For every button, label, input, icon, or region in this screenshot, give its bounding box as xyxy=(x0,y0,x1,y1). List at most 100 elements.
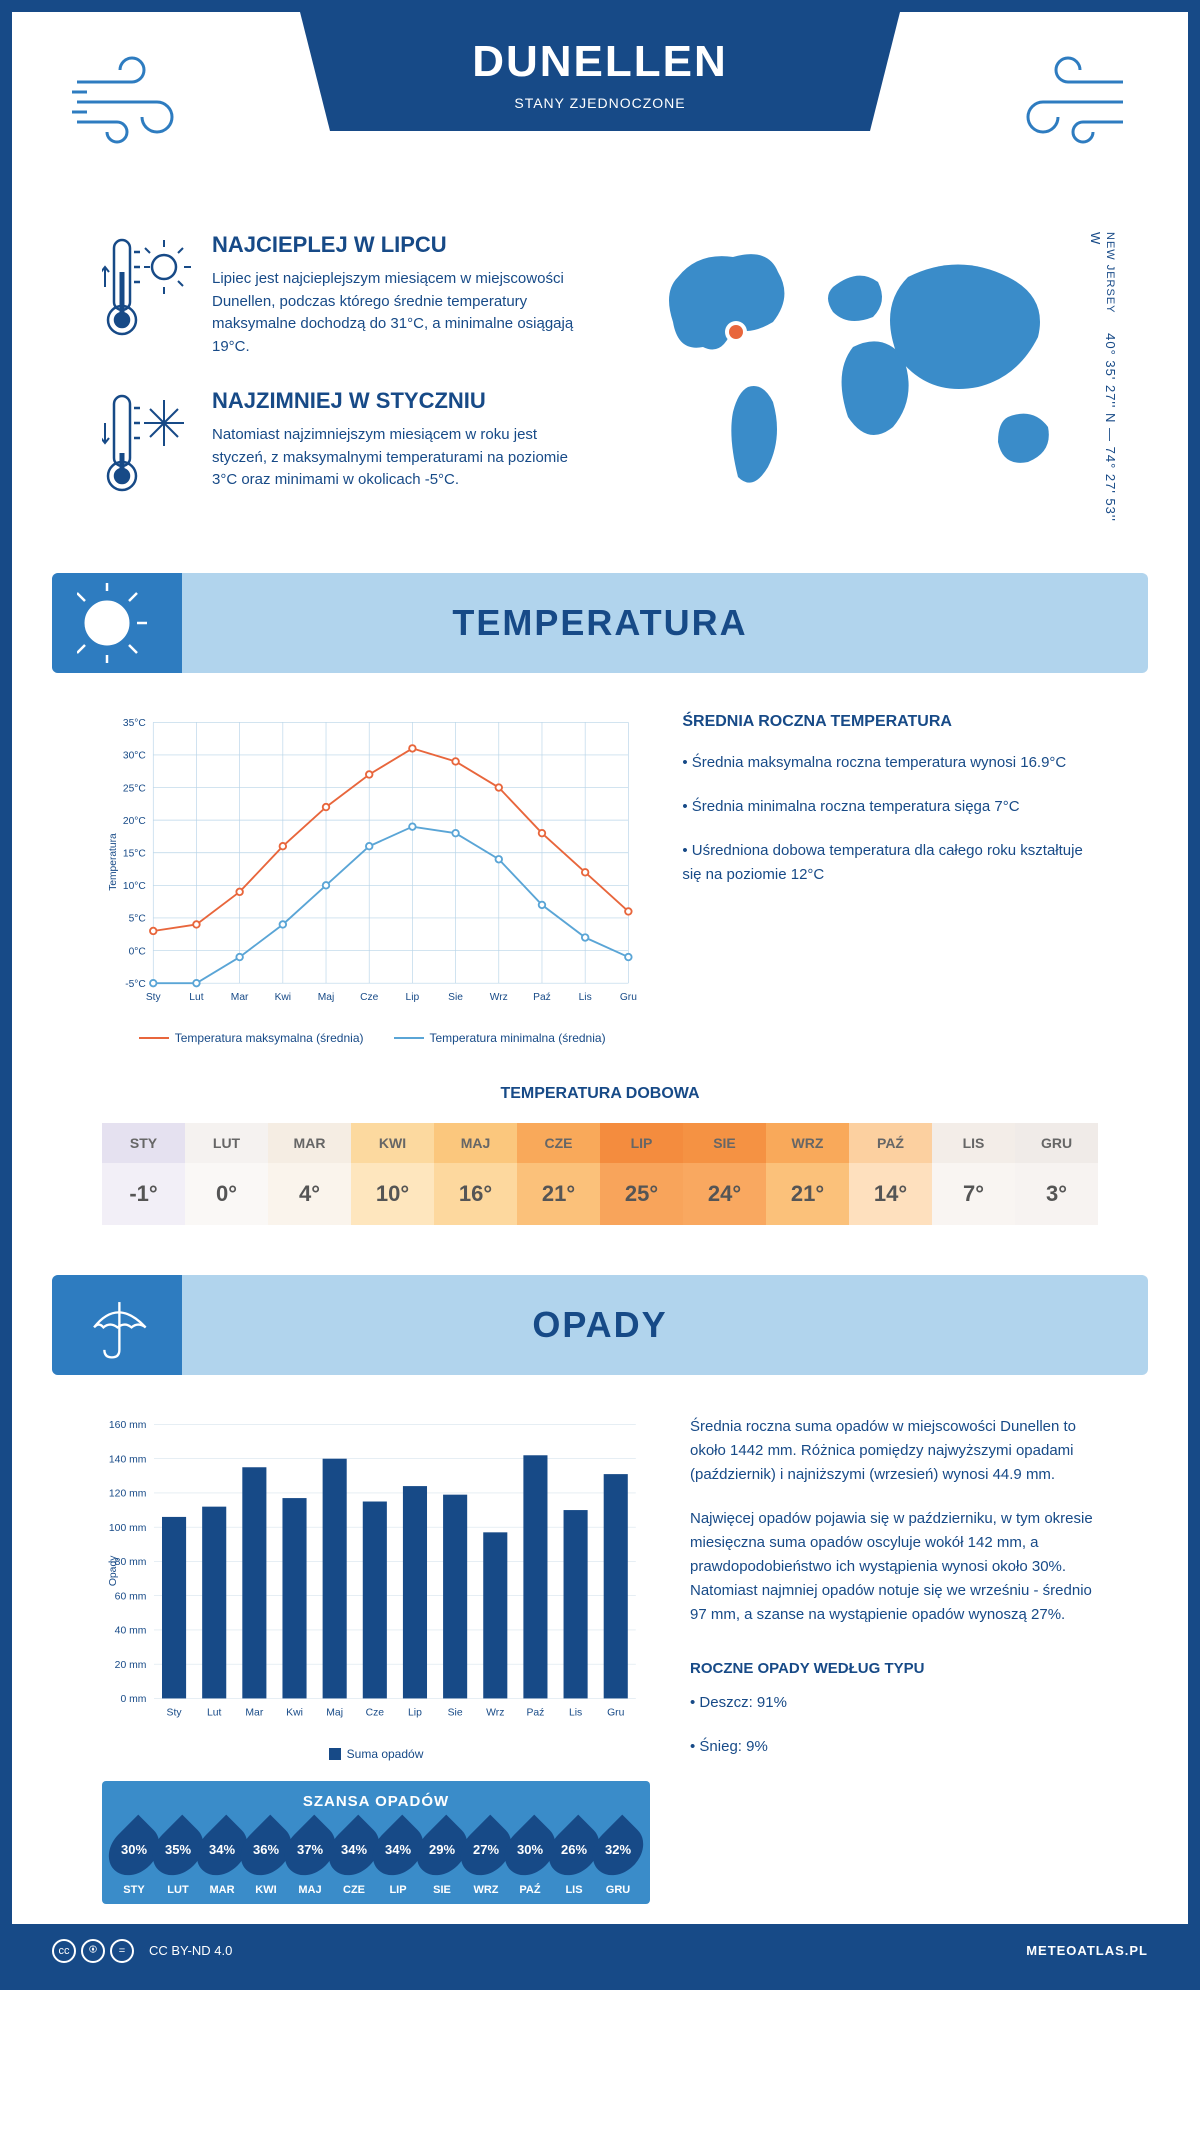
temp-cell-month: KWI xyxy=(351,1123,434,1163)
temp-cell-value: 16° xyxy=(434,1163,517,1225)
infographic-page: DUNELLEN STANY ZJEDNOCZONE xyxy=(0,0,1200,1990)
temp-cell-month: MAR xyxy=(268,1123,351,1163)
chance-value: 27% xyxy=(464,1842,508,1857)
svg-text:80 mm: 80 mm xyxy=(115,1557,147,1568)
temp-cell-value: 10° xyxy=(351,1163,434,1225)
chance-drop: 26%LIS xyxy=(552,1822,596,1896)
daily-temperature: TEMPERATURA DOBOWA STY-1°LUT0°MAR4°KWI10… xyxy=(12,1085,1188,1275)
svg-text:Lut: Lut xyxy=(207,1708,222,1719)
chance-month: SIE xyxy=(420,1884,464,1896)
svg-text:Wrz: Wrz xyxy=(486,1708,504,1719)
svg-text:Cze: Cze xyxy=(360,992,379,1003)
svg-text:Kwi: Kwi xyxy=(275,992,292,1003)
thermometer-hot-icon xyxy=(102,232,192,342)
map-column: NEW JERSEY 40° 35' 27'' N — 74° 27' 53''… xyxy=(618,232,1098,533)
chance-drop: 35%LUT xyxy=(156,1822,200,1896)
chance-month: STY xyxy=(112,1884,156,1896)
title-banner: DUNELLEN STANY ZJEDNOCZONE xyxy=(300,12,900,131)
warmest-text: Lipiec jest najcieplejszym miesiącem w m… xyxy=(212,268,578,358)
temp-cell: LIP25° xyxy=(600,1123,683,1225)
temp-chart-legend: Temperatura maksymalna (średnia) Tempera… xyxy=(102,1031,642,1045)
temp-cell: STY-1° xyxy=(102,1123,185,1225)
chance-value: 29% xyxy=(420,1842,464,1857)
svg-text:Mar: Mar xyxy=(245,1708,263,1719)
svg-text:Lip: Lip xyxy=(406,992,420,1003)
temp-cell-month: MAJ xyxy=(434,1123,517,1163)
temp-cell: CZE21° xyxy=(517,1123,600,1225)
temp-cell-month: STY xyxy=(102,1123,185,1163)
temp-cell-month: PAŹ xyxy=(849,1123,932,1163)
svg-text:120 mm: 120 mm xyxy=(109,1489,146,1500)
state-name: NEW JERSEY xyxy=(1104,232,1116,314)
precipitation-left: 0 mm20 mm40 mm60 mm80 mm100 mm120 mm140 … xyxy=(102,1415,650,1904)
chance-value: 34% xyxy=(376,1842,420,1857)
chance-drop: 37%MAJ xyxy=(288,1822,332,1896)
precip-type-title: ROCZNE OPADY WEDŁUG TYPU xyxy=(690,1657,1098,1681)
svg-text:40 mm: 40 mm xyxy=(115,1626,147,1637)
temp-cell-value: 14° xyxy=(849,1163,932,1225)
temp-cell-month: WRZ xyxy=(766,1123,849,1163)
thermometer-cold-icon xyxy=(102,388,192,498)
site-name: METEOATLAS.PL xyxy=(1026,1943,1148,1958)
temp-cell: GRU3° xyxy=(1015,1123,1098,1225)
precipitation-title: OPADY xyxy=(532,1304,667,1346)
chance-month: MAR xyxy=(200,1884,244,1896)
coldest-title: NAJZIMNIEJ W STYCZNIU xyxy=(212,388,578,414)
svg-text:Mar: Mar xyxy=(231,992,249,1003)
svg-text:Temperatura: Temperatura xyxy=(108,833,119,891)
temperature-section-header: TEMPERATURA xyxy=(52,573,1148,673)
svg-text:Kwi: Kwi xyxy=(286,1708,303,1719)
temp-bullet: • Średnia maksymalna roczna temperatura … xyxy=(682,751,1098,775)
svg-text:20°C: 20°C xyxy=(123,816,146,827)
svg-text:Paź: Paź xyxy=(533,992,551,1003)
svg-text:Paź: Paź xyxy=(526,1708,544,1719)
footer: cc 🅯 = CC BY-ND 4.0 METEOATLAS.PL xyxy=(12,1924,1188,1978)
chance-month: CZE xyxy=(332,1884,376,1896)
svg-text:140 mm: 140 mm xyxy=(109,1455,146,1466)
intro-section: NAJCIEPLEJ W LIPCU Lipiec jest najcieple… xyxy=(12,212,1188,573)
svg-text:0°C: 0°C xyxy=(129,946,146,957)
temp-cell-value: 21° xyxy=(766,1163,849,1225)
chance-value: 34% xyxy=(200,1842,244,1857)
temp-cell: LUT0° xyxy=(185,1123,268,1225)
precipitation-section-header: OPADY xyxy=(52,1275,1148,1375)
precip-p2: Najwięcej opadów pojawia się w październ… xyxy=(690,1507,1098,1627)
sun-icon xyxy=(77,583,157,663)
svg-text:20 mm: 20 mm xyxy=(115,1660,147,1671)
coordinates: NEW JERSEY 40° 35' 27'' N — 74° 27' 53''… xyxy=(1088,232,1118,533)
precipitation-info: Średnia roczna suma opadów w miejscowośc… xyxy=(690,1415,1098,1904)
temp-bullet: • Średnia minimalna roczna temperatura s… xyxy=(682,795,1098,819)
chance-value: 30% xyxy=(112,1842,156,1857)
temp-cell: MAJ16° xyxy=(434,1123,517,1225)
chance-month: MAJ xyxy=(288,1884,332,1896)
temp-cell-month: LIP xyxy=(600,1123,683,1163)
location-marker xyxy=(729,325,743,339)
precipitation-chance-box: SZANSA OPADÓW 30%STY35%LUT34%MAR36%KWI37… xyxy=(102,1781,650,1904)
svg-text:10°C: 10°C xyxy=(123,881,146,892)
temp-cell-month: CZE xyxy=(517,1123,600,1163)
temp-cell-month: GRU xyxy=(1015,1123,1098,1163)
temp-cell-month: LIS xyxy=(932,1123,1015,1163)
temp-cell-value: 4° xyxy=(268,1163,351,1225)
chance-drop: 30% STY xyxy=(112,1822,156,1896)
temp-cell-value: -1° xyxy=(102,1163,185,1225)
intro-text-column: NAJCIEPLEJ W LIPCU Lipiec jest najcieple… xyxy=(102,232,578,533)
temp-cell-value: 3° xyxy=(1015,1163,1098,1225)
umbrella-icon xyxy=(80,1288,155,1363)
cc-icon: cc xyxy=(52,1939,76,1963)
wind-icon xyxy=(72,52,212,152)
svg-text:0 mm: 0 mm xyxy=(120,1694,146,1705)
precip-p1: Średnia roczna suma opadów w miejscowośc… xyxy=(690,1415,1098,1487)
temp-cell-value: 25° xyxy=(600,1163,683,1225)
svg-text:35°C: 35°C xyxy=(123,718,146,729)
temperature-info: ŚREDNIA ROCZNA TEMPERATURA • Średnia mak… xyxy=(682,713,1098,1045)
svg-text:Sie: Sie xyxy=(448,1708,463,1719)
temp-cell: MAR4° xyxy=(268,1123,351,1225)
wind-icon xyxy=(988,52,1128,152)
precip-chart-legend: Suma opadów xyxy=(102,1747,650,1761)
temperature-chart: -5°C0°C5°C10°C15°C20°C25°C30°C35°CStyLut… xyxy=(102,713,642,1045)
chance-drop: 34%LIP xyxy=(376,1822,420,1896)
svg-text:30°C: 30°C xyxy=(123,751,146,762)
precip-type: • Deszcz: 91% xyxy=(690,1691,1098,1715)
chance-drop: 34%CZE xyxy=(332,1822,376,1896)
